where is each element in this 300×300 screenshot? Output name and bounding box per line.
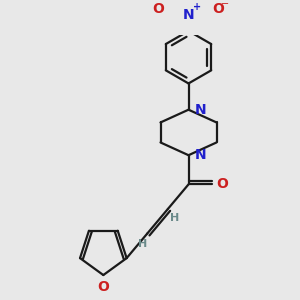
Text: H: H	[138, 239, 147, 249]
Text: N: N	[194, 148, 206, 162]
Text: H: H	[170, 213, 179, 223]
Text: O: O	[212, 2, 224, 16]
Text: +: +	[193, 2, 201, 12]
Text: N: N	[183, 8, 194, 22]
Text: O: O	[98, 280, 109, 294]
Text: −: −	[221, 0, 229, 9]
Text: O: O	[153, 2, 165, 16]
Text: O: O	[217, 177, 228, 191]
Text: N: N	[194, 103, 206, 117]
